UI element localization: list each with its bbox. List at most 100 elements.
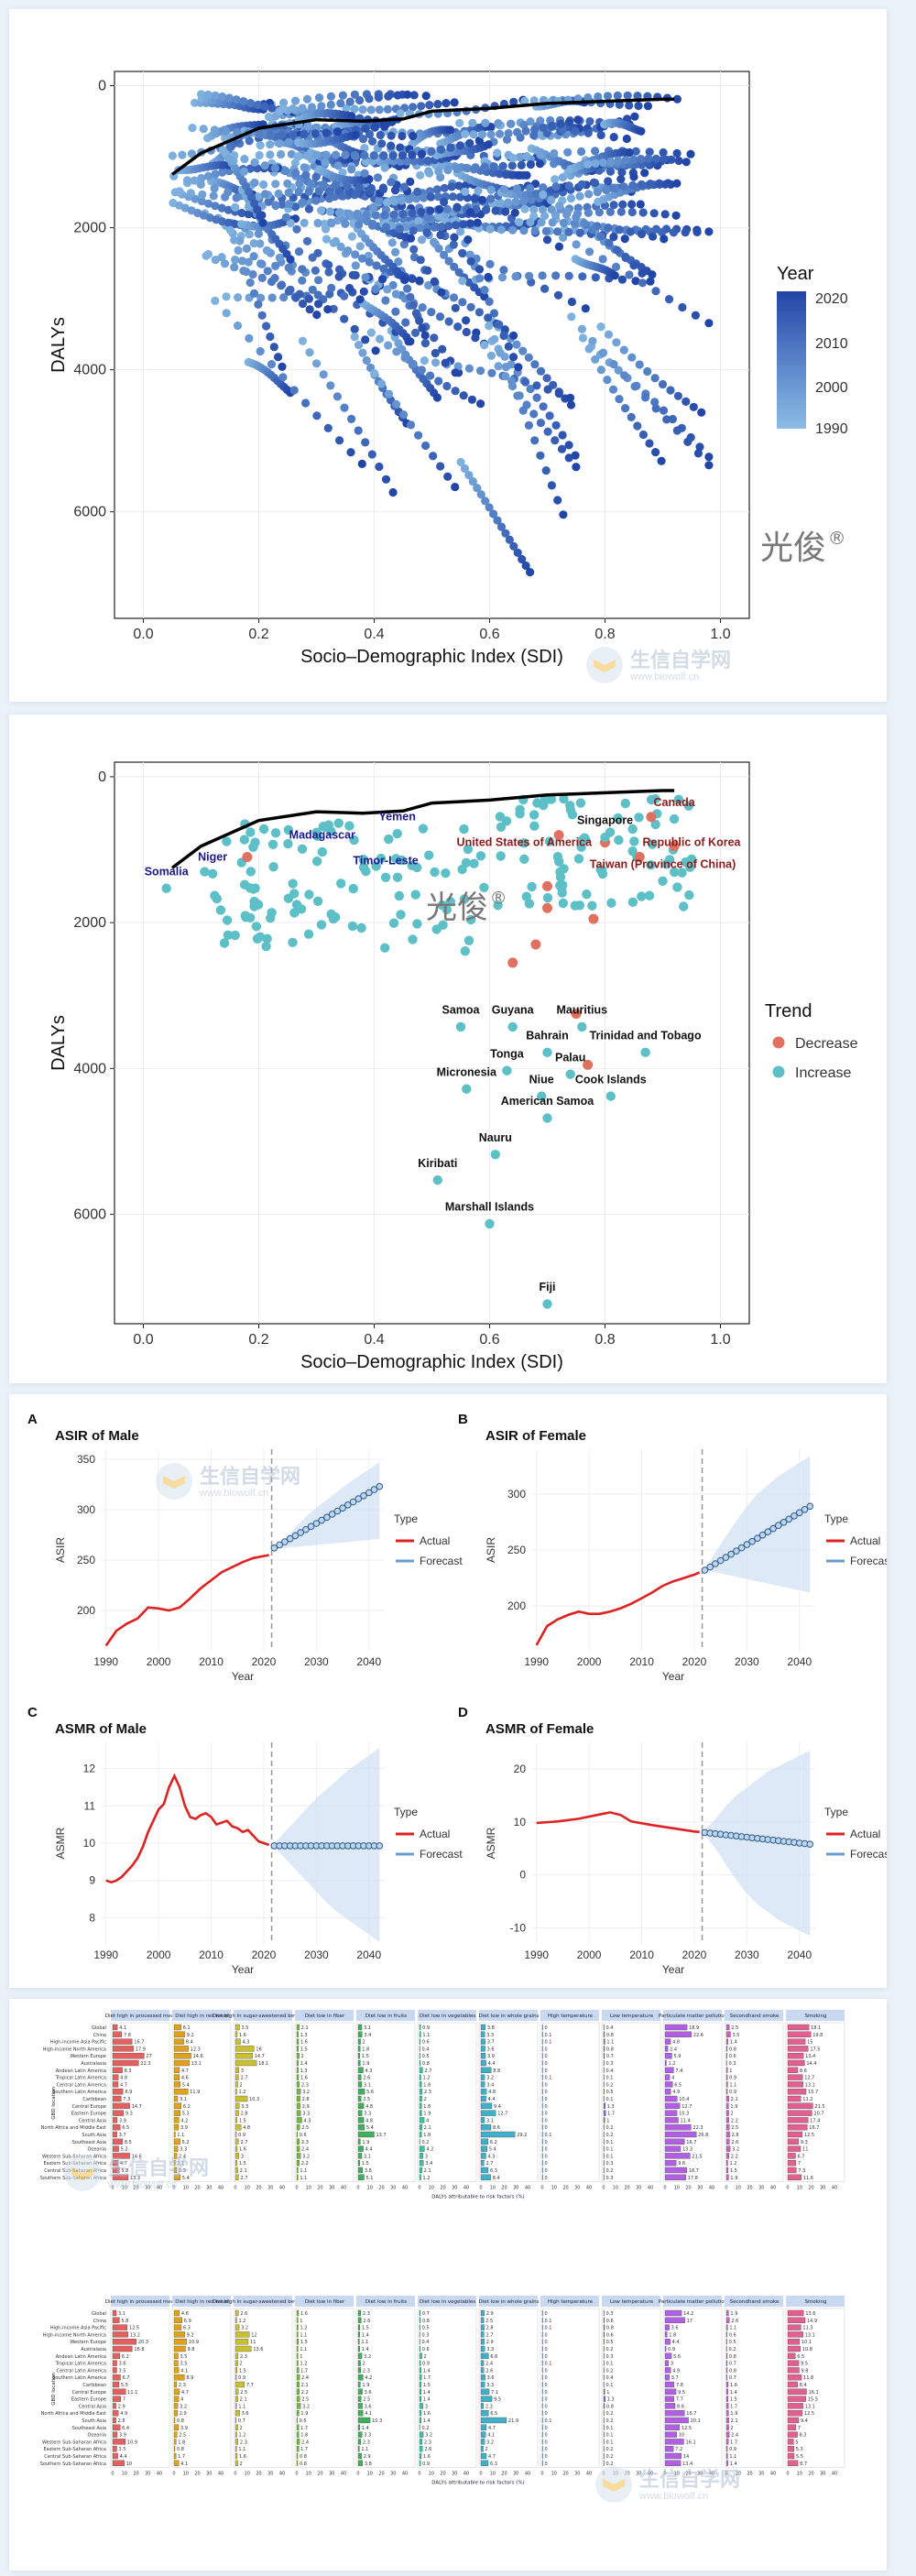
data-point bbox=[300, 163, 309, 172]
risk-bar-value: 1.1 bbox=[729, 2082, 736, 2088]
risk-bar bbox=[541, 2153, 543, 2159]
y-tick-label: 10 bbox=[514, 1816, 527, 1828]
risk-bar bbox=[234, 2024, 240, 2031]
increase-point bbox=[371, 861, 381, 871]
risk-bar bbox=[234, 2046, 255, 2052]
data-point bbox=[658, 228, 667, 237]
data-point bbox=[406, 337, 415, 346]
data-point bbox=[369, 202, 378, 212]
risk-bar-value: 2.4 bbox=[485, 2362, 493, 2367]
risk-bar-value: 3.3 bbox=[486, 2347, 494, 2352]
data-point bbox=[224, 188, 233, 197]
increase-point bbox=[267, 839, 278, 849]
risk-bar-value: 0.1 bbox=[545, 2418, 552, 2424]
data-point bbox=[402, 157, 412, 166]
row-label: Tropical Latin America bbox=[55, 2076, 106, 2081]
column-header-label: Low temperature bbox=[610, 2014, 654, 2019]
data-point bbox=[437, 288, 446, 297]
row-label: Central Asia bbox=[79, 2404, 106, 2409]
data-point bbox=[233, 127, 242, 136]
risk-bar bbox=[419, 2153, 423, 2159]
data-point bbox=[608, 385, 618, 394]
risk-bar bbox=[296, 2167, 299, 2174]
data-point bbox=[447, 182, 456, 191]
data-point bbox=[620, 235, 629, 244]
data-point bbox=[218, 168, 227, 177]
x-tick-label: 20 bbox=[747, 2186, 752, 2191]
data-point bbox=[476, 399, 485, 409]
risk-bar-value: 9.5 bbox=[801, 2362, 808, 2367]
risk-bar bbox=[725, 2424, 729, 2430]
data-point bbox=[222, 309, 231, 318]
risk-bar-value: 1.5 bbox=[730, 2397, 737, 2403]
data-point bbox=[327, 219, 336, 228]
risk-bar bbox=[787, 2059, 805, 2067]
data-point bbox=[458, 298, 467, 307]
data-point bbox=[468, 118, 477, 127]
data-point bbox=[583, 208, 594, 217]
risk-bar bbox=[173, 2160, 176, 2167]
risk-bar-value: 1.1 bbox=[300, 2347, 307, 2352]
risk-bar-value: 3.1 bbox=[118, 2311, 125, 2317]
increase-point bbox=[349, 835, 359, 846]
increase-point bbox=[430, 867, 440, 878]
column-header bbox=[418, 2296, 476, 2307]
data-point bbox=[617, 168, 627, 177]
risk-bar-value: 2.3 bbox=[240, 2354, 247, 2360]
risk-bar-value: 2.6 bbox=[363, 2319, 370, 2324]
risk-bar-value: 6.5 bbox=[490, 2411, 497, 2417]
data-point bbox=[704, 227, 714, 236]
risk-bar-value: 13.1 bbox=[805, 2404, 815, 2409]
risk-bar-value: 22.3 bbox=[692, 2125, 703, 2131]
data-point bbox=[262, 246, 271, 255]
risk-bar-value: 0 bbox=[545, 2383, 548, 2388]
x-tick-label: 30 bbox=[820, 2472, 825, 2477]
x-tick-label: 0.8 bbox=[594, 1332, 615, 1348]
data-point bbox=[485, 297, 494, 306]
column-header bbox=[786, 2010, 845, 2021]
x-tick-label: 0 bbox=[418, 2472, 420, 2477]
risk-bar-value: 8.9 bbox=[186, 2375, 193, 2381]
data-point bbox=[514, 363, 523, 372]
risk-bar bbox=[603, 2396, 605, 2402]
data-point bbox=[443, 166, 453, 175]
data-point bbox=[526, 568, 535, 577]
risk-bar-value: 1.2 bbox=[300, 2362, 308, 2367]
x-tick-label: 30 bbox=[574, 2186, 580, 2191]
data-point bbox=[456, 457, 465, 467]
data-point bbox=[454, 181, 463, 191]
data-point bbox=[494, 119, 503, 128]
data-point bbox=[322, 224, 331, 234]
data-point bbox=[692, 227, 702, 236]
data-point bbox=[408, 274, 417, 283]
risk-bar-value: 29.2 bbox=[517, 2133, 527, 2138]
risk-bar-value: 1.2 bbox=[239, 2433, 246, 2439]
data-point bbox=[271, 180, 280, 189]
legend-title: Type bbox=[394, 1806, 418, 1818]
risk-bar bbox=[603, 2102, 605, 2109]
row-label: Australasia bbox=[81, 2061, 106, 2067]
forecast-band bbox=[704, 1750, 811, 1937]
risk-bar bbox=[234, 2160, 238, 2167]
data-point bbox=[609, 133, 618, 142]
y-tick-label: 6000 bbox=[73, 505, 106, 520]
data-point bbox=[380, 163, 389, 172]
data-point bbox=[487, 368, 496, 377]
data-point bbox=[486, 194, 496, 203]
data-point bbox=[459, 391, 468, 400]
risk-bar-value: 1.2 bbox=[669, 2061, 676, 2067]
data-point bbox=[530, 125, 540, 134]
risk-bar-value: 2.5 bbox=[731, 2025, 738, 2031]
data-point bbox=[435, 204, 444, 214]
data-point bbox=[704, 319, 714, 328]
risk-bar bbox=[296, 2038, 300, 2045]
risk-bar bbox=[725, 2074, 728, 2080]
increase-point bbox=[266, 913, 276, 923]
risk-bar bbox=[787, 2095, 802, 2102]
risk-bar bbox=[296, 2403, 301, 2409]
data-point bbox=[202, 251, 211, 260]
data-point bbox=[258, 218, 267, 227]
risk-bar-value: 0.2 bbox=[606, 2411, 614, 2417]
data-point bbox=[621, 156, 630, 165]
x-tick-label: 10 bbox=[367, 2186, 373, 2191]
